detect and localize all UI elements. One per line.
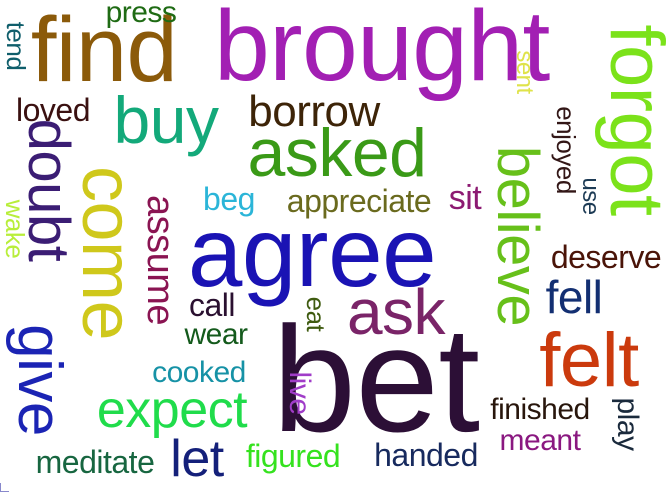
word-deserve: deserve [550,239,662,275]
word-loved: loved [16,92,91,128]
word-come: come [67,165,147,341]
word-felt: felt [539,318,639,403]
word-play: play [611,397,644,451]
word-bet: bet [272,295,480,463]
word-ask: ask [346,276,446,348]
word-buy: buy [113,83,219,157]
word-brought: brought [214,0,550,102]
word-give: give [5,324,74,436]
word-live: live [283,371,316,415]
word-meditate: meditate [35,444,155,480]
word-appreciate: appreciate [286,183,432,219]
word-tend: tend [1,21,31,71]
word-assume: assume [139,194,181,326]
word-wake: wake [0,199,30,259]
corner-mark [0,483,9,492]
word-expect: expect [96,381,248,439]
word-use: use [577,177,604,215]
word-figured: figured [245,438,341,474]
word-call: call [188,287,236,323]
word-fell: fell [545,271,603,323]
word-beg: beg [203,181,255,217]
word-meant: meant [499,424,581,457]
word-believe: believe [485,145,550,327]
word-borrow: borrow [248,87,380,136]
word-forgot: forgot [594,24,672,216]
word-asked: asked [247,115,427,191]
word-wear: wear [184,318,248,351]
word-press: press [105,0,177,29]
word-enjoyed: enjoyed [551,106,581,194]
word-let: let [170,430,224,488]
word-cooked: cooked [152,356,246,389]
word-sent: sent [511,50,538,94]
word-find: find [30,0,178,101]
word-agree: agree [187,197,437,307]
word-handed: handed [374,437,478,473]
word-sit: sit [448,179,482,217]
word-finished: finished [490,393,590,426]
